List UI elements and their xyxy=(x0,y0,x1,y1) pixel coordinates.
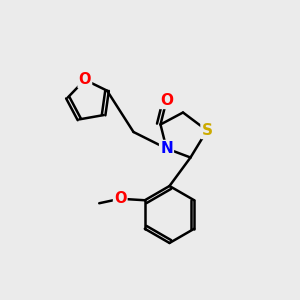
Text: O: O xyxy=(114,191,127,206)
Text: O: O xyxy=(79,72,91,87)
Text: S: S xyxy=(202,123,212,138)
Text: N: N xyxy=(160,141,173,156)
Text: O: O xyxy=(160,93,173,108)
